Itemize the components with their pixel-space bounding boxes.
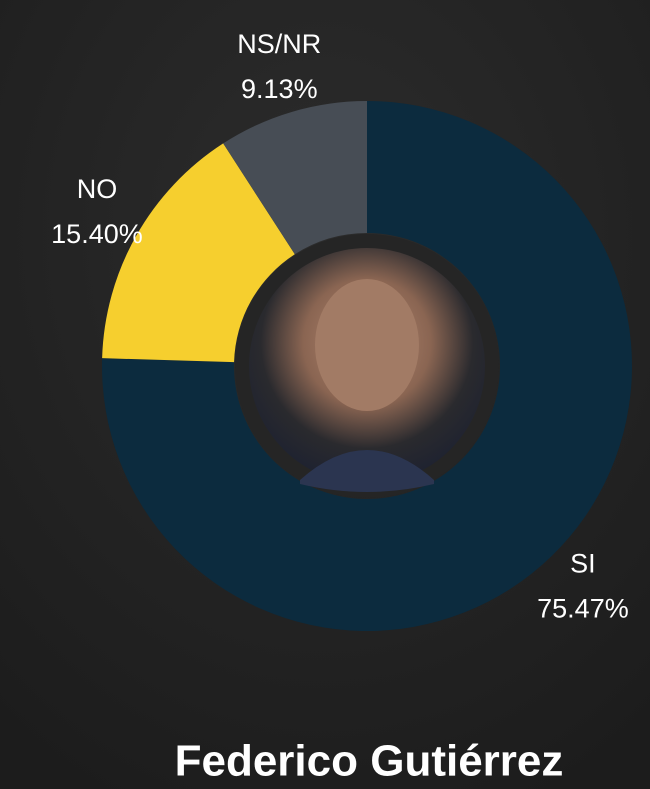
slice-label: SI <box>570 549 596 579</box>
slice-value: 15.40% <box>51 219 143 249</box>
slice-label: NO <box>77 174 118 204</box>
slice-value: 9.13% <box>241 74 318 104</box>
page: Federico Gutiérrez SI 75.47% NO 15.40% NS/NR… <box>0 0 650 789</box>
face <box>315 279 419 411</box>
slice-label: NS/NR <box>237 29 321 59</box>
chart-title: Federico Gutiérrez <box>175 737 564 786</box>
chart: Federico Gutiérrez SI 75.47% NO 15.40% NS/NR… <box>0 0 650 789</box>
photo <box>235 234 499 498</box>
slice-value: 75.47% <box>537 594 629 624</box>
